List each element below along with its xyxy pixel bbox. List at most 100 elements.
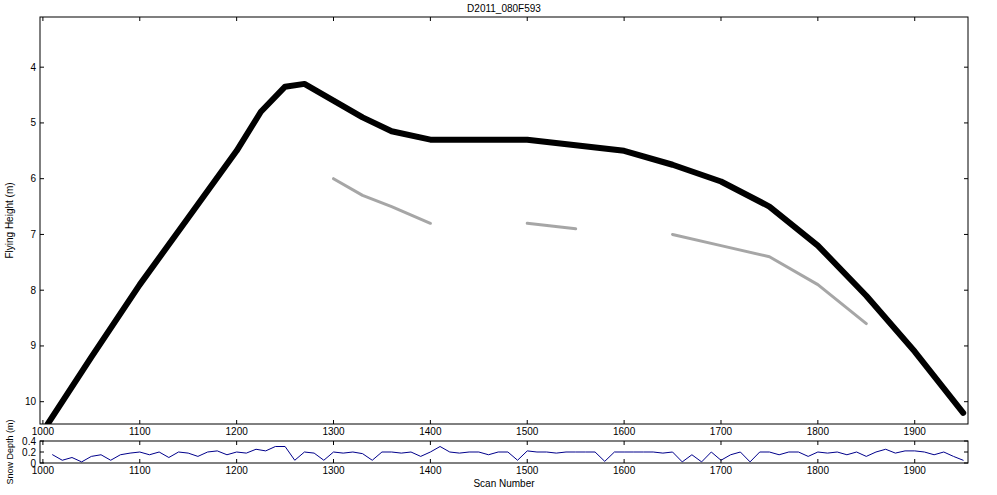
- series-line: [334, 179, 867, 324]
- y-tick-label: 7: [30, 229, 36, 240]
- x-tick: [430, 441, 431, 445]
- x-tick-label: 1400: [419, 426, 442, 437]
- x-tick: [914, 420, 915, 424]
- x-tick: [42, 441, 43, 445]
- y-tick-label: 4: [30, 62, 36, 73]
- y-tick: [964, 441, 968, 442]
- x-tick-label: 1600: [613, 465, 636, 476]
- x-tick: [720, 441, 721, 445]
- y-tick: [40, 290, 44, 291]
- x-tick: [720, 420, 721, 424]
- y-tick: [964, 401, 968, 402]
- y-tick-label: 5: [30, 117, 36, 128]
- x-tick-label: 1300: [322, 426, 345, 437]
- x-tick: [527, 17, 528, 21]
- x-tick: [42, 459, 43, 463]
- y-tick: [964, 463, 968, 464]
- figure: 1000110012001300140015001600170018001900…: [0, 0, 997, 495]
- panel: 1000110012001300140015001600170018001900…: [4, 3, 968, 437]
- y-tick: [40, 178, 44, 179]
- x-tick: [139, 17, 140, 21]
- x-tick-label: 1600: [613, 426, 636, 437]
- x-tick-label: 1400: [419, 465, 442, 476]
- x-tick: [236, 17, 237, 21]
- x-tick: [720, 459, 721, 463]
- y-axis-title: Snow Depth (m): [5, 419, 15, 484]
- x-tick: [430, 459, 431, 463]
- x-tick: [430, 17, 431, 21]
- x-tick-label: 1200: [226, 465, 249, 476]
- x-tick: [527, 441, 528, 445]
- y-axis-title: Flying Height (m): [4, 182, 15, 258]
- panel: 1000110012001300140015001600170018001900…: [5, 419, 968, 489]
- x-tick: [527, 459, 528, 463]
- x-tick: [333, 441, 334, 445]
- x-tick: [817, 17, 818, 21]
- x-tick: [236, 441, 237, 445]
- x-axis-title: Scan Number: [473, 478, 535, 489]
- marks: [53, 447, 964, 462]
- y-tick-label: 0: [30, 458, 36, 469]
- y-tick-label: 6: [30, 173, 36, 184]
- y-tick: [964, 178, 968, 179]
- y-tick-label: 0.2: [22, 447, 36, 458]
- x-tick: [42, 420, 43, 424]
- x-tick-label: 1100: [129, 426, 151, 437]
- x-tick: [236, 459, 237, 463]
- x-tick-label: 1900: [904, 426, 927, 437]
- x-tick: [527, 420, 528, 424]
- x-tick: [914, 441, 915, 445]
- y-tick: [40, 463, 44, 464]
- x-tick: [720, 17, 721, 21]
- x-tick: [914, 459, 915, 463]
- y-tick: [964, 290, 968, 291]
- series-line: [48, 84, 963, 424]
- x-tick: [333, 420, 334, 424]
- y-tick: [964, 452, 968, 453]
- x-tick-label: 1800: [807, 426, 830, 437]
- y-tick-label: 9: [30, 340, 36, 351]
- x-tick-label: 1300: [322, 465, 345, 476]
- y-tick: [964, 234, 968, 235]
- x-tick: [817, 420, 818, 424]
- x-tick: [333, 459, 334, 463]
- frame: [40, 441, 968, 463]
- marks: [48, 84, 963, 424]
- x-tick: [139, 459, 140, 463]
- y-tick-label: 10: [25, 396, 37, 407]
- y-tick: [964, 67, 968, 68]
- x-tick-label: 1500: [516, 465, 539, 476]
- x-tick-label: 1700: [710, 426, 733, 437]
- y-tick-label: 0.4: [22, 436, 36, 447]
- x-tick: [333, 17, 334, 21]
- x-tick-label: 1700: [710, 465, 733, 476]
- y-tick: [40, 345, 44, 346]
- y-tick: [40, 452, 44, 453]
- x-tick: [430, 420, 431, 424]
- x-tick-label: 1900: [904, 465, 927, 476]
- x-tick: [624, 441, 625, 445]
- title: D2011_080F593: [467, 3, 541, 14]
- x-tick: [139, 441, 140, 445]
- frame: [40, 17, 968, 424]
- x-tick-label: 1200: [226, 426, 249, 437]
- x-tick-label: 1500: [516, 426, 539, 437]
- x-tick-label: 1800: [807, 465, 830, 476]
- x-tick: [624, 459, 625, 463]
- y-tick: [40, 401, 44, 402]
- y-tick: [40, 441, 44, 442]
- x-tick: [817, 441, 818, 445]
- y-tick: [40, 234, 44, 235]
- x-tick: [139, 420, 140, 424]
- x-tick: [236, 420, 237, 424]
- y-tick: [964, 345, 968, 346]
- y-tick: [40, 67, 44, 68]
- series-line: [53, 447, 964, 462]
- plot-area: [40, 441, 968, 463]
- x-tick-label: 1100: [129, 465, 151, 476]
- plot-area: [40, 17, 968, 424]
- x-tick: [624, 17, 625, 21]
- x-tick: [817, 459, 818, 463]
- x-tick: [624, 420, 625, 424]
- y-tick-label: 8: [30, 285, 36, 296]
